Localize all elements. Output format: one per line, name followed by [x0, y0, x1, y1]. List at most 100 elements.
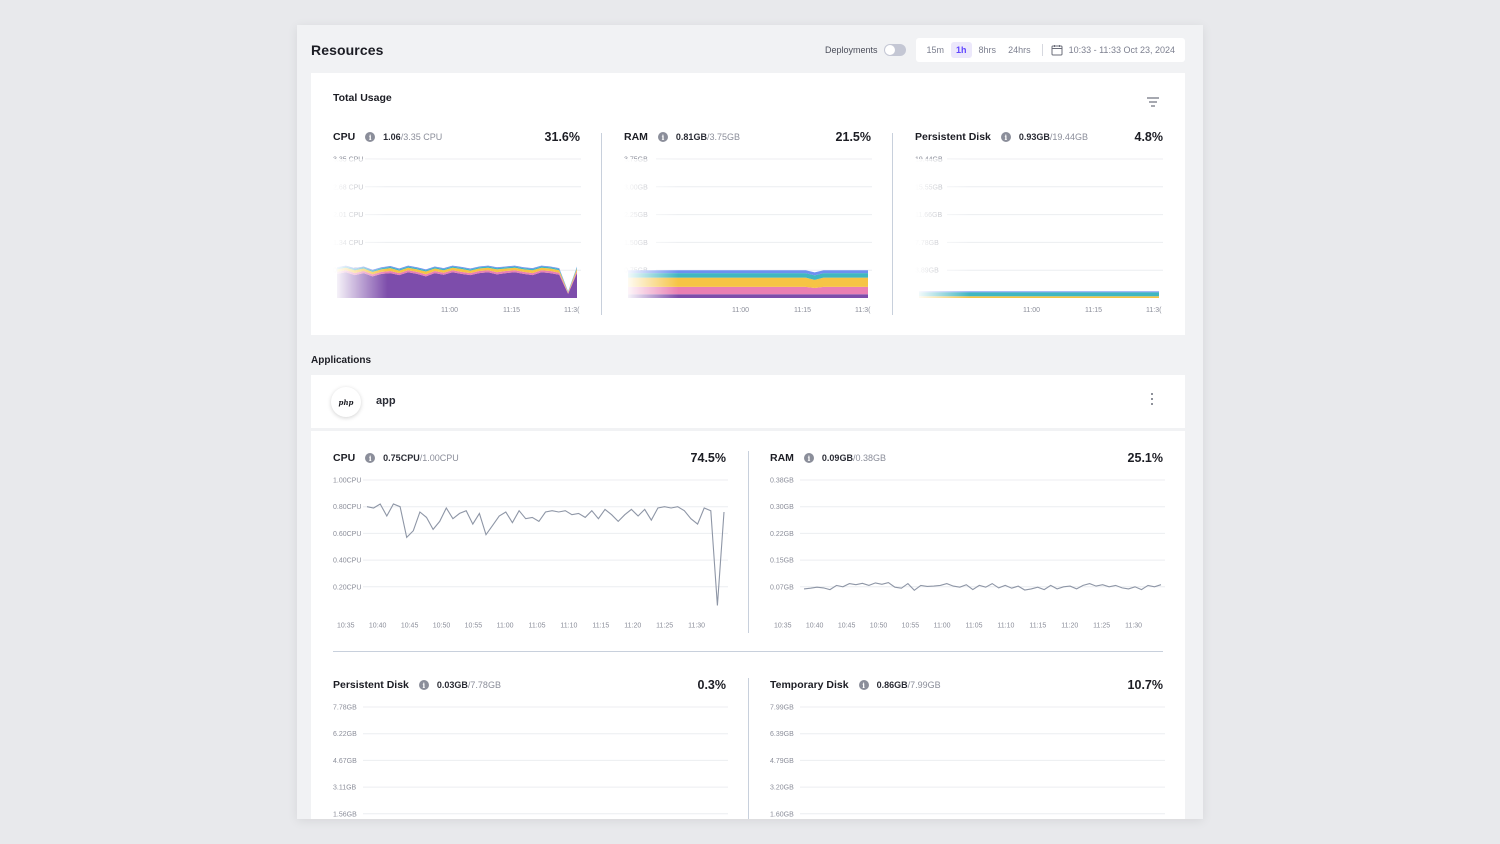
metric-slash: / [400, 132, 404, 142]
range-15m[interactable]: 15m [926, 45, 945, 55]
x-tick-label: 11:15 [503, 307, 520, 314]
x-tick-label: 11:3( [1146, 307, 1162, 314]
app-header-card[interactable]: php app [311, 375, 1185, 428]
metric-name: Persistent Disk [915, 131, 991, 143]
app-pdisk-header: Persistent Disk i 0.03GB / 7.78GB [333, 679, 501, 691]
y-tick-label: 0.22GB [770, 531, 794, 538]
total-ram-percent: 21.5% [835, 130, 871, 144]
metric-slash: / [419, 453, 423, 463]
x-tick-label: 11:15 [1029, 623, 1046, 630]
x-tick-label: 10:40 [369, 623, 387, 630]
app-cpu-percent: 74.5% [690, 451, 726, 465]
app-pdisk-chart: 7.78GB 6.22GB 4.67GB 3.11GB 1.56GB [333, 705, 728, 818]
metric-name: RAM [624, 131, 648, 143]
metric-slash: / [1049, 132, 1053, 142]
total-disk-header: Persistent Disk i 0.93GB / 19.44GB [915, 131, 1088, 143]
metric-total: 19.44GB [1052, 132, 1088, 142]
total-cpu-header: CPU i 1.06 / 3.35 CPU [333, 131, 442, 143]
x-tick-label: 11:00 [497, 623, 514, 630]
info-icon[interactable]: i [365, 132, 376, 142]
page-header: Resources Deployments 15m 1h 8hrs 24hrs … [311, 37, 1185, 63]
metric-total: 7.99GB [910, 680, 941, 690]
row-divider [333, 651, 1163, 652]
date-range-text[interactable]: 10:33 - 11:33 Oct 23, 2024 [1068, 45, 1175, 55]
total-ram-header: RAM i 0.81GB / 3.75GB [624, 131, 740, 143]
column-divider [601, 133, 602, 315]
info-icon[interactable]: i [858, 680, 869, 690]
x-tick-label: 10:55 [465, 623, 483, 630]
x-tick-label: 11:00 [732, 307, 749, 314]
metric-used: 0.93GB [1018, 132, 1050, 142]
x-tick-label: 10:55 [902, 623, 920, 630]
x-tick-label: 11:05 [529, 623, 546, 630]
x-tick-label: 11:25 [656, 623, 673, 630]
metric-name: Temporary Disk [770, 679, 849, 691]
x-tick-label: 11:05 [966, 623, 983, 630]
x-tick-label: 10:50 [870, 623, 888, 630]
page-title: Resources [311, 42, 384, 58]
app-tdisk-header: Temporary Disk i 0.86GB / 7.99GB [770, 679, 941, 691]
y-tick-label: 1.56GB [333, 811, 357, 818]
calendar-icon[interactable] [1051, 44, 1063, 56]
y-tick-label: 6.22GB [333, 731, 357, 738]
filter-icon[interactable] [1147, 94, 1159, 112]
app-ram-header: RAM i 0.09GB / 0.38GB [770, 452, 886, 464]
metric-name: Persistent Disk [333, 679, 409, 691]
time-range-selector: 15m 1h 8hrs 24hrs 10:33 - 11:33 Oct 23, … [915, 38, 1185, 62]
deployments-label: Deployments [824, 45, 878, 55]
y-tick-label: 7.78GB [333, 705, 357, 712]
range-1h[interactable]: 1h [951, 42, 972, 58]
range-8hrs[interactable]: 8hrs [978, 45, 997, 55]
php-logo-icon: php [331, 387, 361, 417]
info-icon[interactable]: i [657, 132, 668, 142]
app-tdisk-chart: 7.99GB 6.39GB 4.79GB 3.20GB 1.60GB [770, 705, 1165, 818]
metric-total: 1.00CPU [422, 453, 459, 463]
x-tick-label: 10:35 [337, 623, 355, 630]
more-options-icon[interactable] [1151, 393, 1155, 408]
x-tick-label: 11:15 [592, 623, 609, 630]
metric-total: 7.78GB [470, 680, 501, 690]
line-series [366, 503, 725, 606]
x-tick-label: 11:00 [1023, 307, 1040, 314]
x-tick-label: 11:30 [688, 623, 705, 630]
x-tick-label: 11:10 [997, 623, 1014, 630]
metric-name: CPU [333, 452, 356, 464]
x-tick-label: 11:10 [560, 623, 577, 630]
range-24hrs[interactable]: 24hrs [1008, 45, 1031, 55]
x-tick-label: 10:50 [433, 623, 451, 630]
metric-total: 3.75GB [709, 132, 740, 142]
total-disk-percent: 4.8% [1134, 130, 1164, 144]
y-tick-label: 3.20GB [770, 785, 794, 792]
y-tick-label: 1.00CPU [333, 478, 361, 485]
total-usage-title: Total Usage [333, 92, 392, 104]
metric-used: 0.75CPU [383, 453, 420, 463]
x-tick-label: 11:15 [1085, 307, 1102, 314]
x-tick-label: 11:3( [855, 307, 871, 314]
metric-slash: / [852, 453, 856, 463]
column-divider [892, 133, 893, 315]
y-tick-label: 4.67GB [333, 758, 357, 765]
deployments-toggle[interactable] [883, 44, 906, 56]
app-cpu-chart: 1.00CPU 0.80CPU 0.60CPU 0.40CPU 0.20CPU 10:35… [333, 478, 728, 630]
x-tick-label: 11:30 [1125, 623, 1142, 630]
info-icon[interactable]: i [803, 453, 814, 463]
app-tdisk-percent: 10.7% [1127, 678, 1163, 692]
app-name[interactable]: app [376, 395, 396, 407]
app-metrics-card: CPU i 0.75CPU / 1.00CPU 74.5% RAM i 0.09… [311, 431, 1185, 819]
info-icon[interactable]: i [365, 453, 376, 463]
metric-name: CPU [333, 131, 356, 143]
x-tick-label: 11:00 [934, 623, 951, 630]
fade-overlay [333, 159, 581, 299]
total-disk-chart: 19.44GB15.55GB11.66GB7.78GB3.89GB11:0011… [915, 157, 1163, 314]
info-icon[interactable]: i [1000, 132, 1011, 142]
info-icon[interactable]: i [418, 680, 429, 690]
metric-used: 0.09GB [821, 453, 853, 463]
x-tick-label: 11:00 [441, 307, 458, 314]
x-tick-label: 10:45 [838, 623, 856, 630]
metric-total: 3.35 CPU [403, 132, 443, 142]
x-tick-label: 11:20 [1061, 623, 1078, 630]
metric-slash: / [907, 680, 911, 690]
resources-window: Resources Deployments 15m 1h 8hrs 24hrs … [297, 25, 1203, 819]
y-tick-label: 7.99GB [770, 705, 794, 712]
